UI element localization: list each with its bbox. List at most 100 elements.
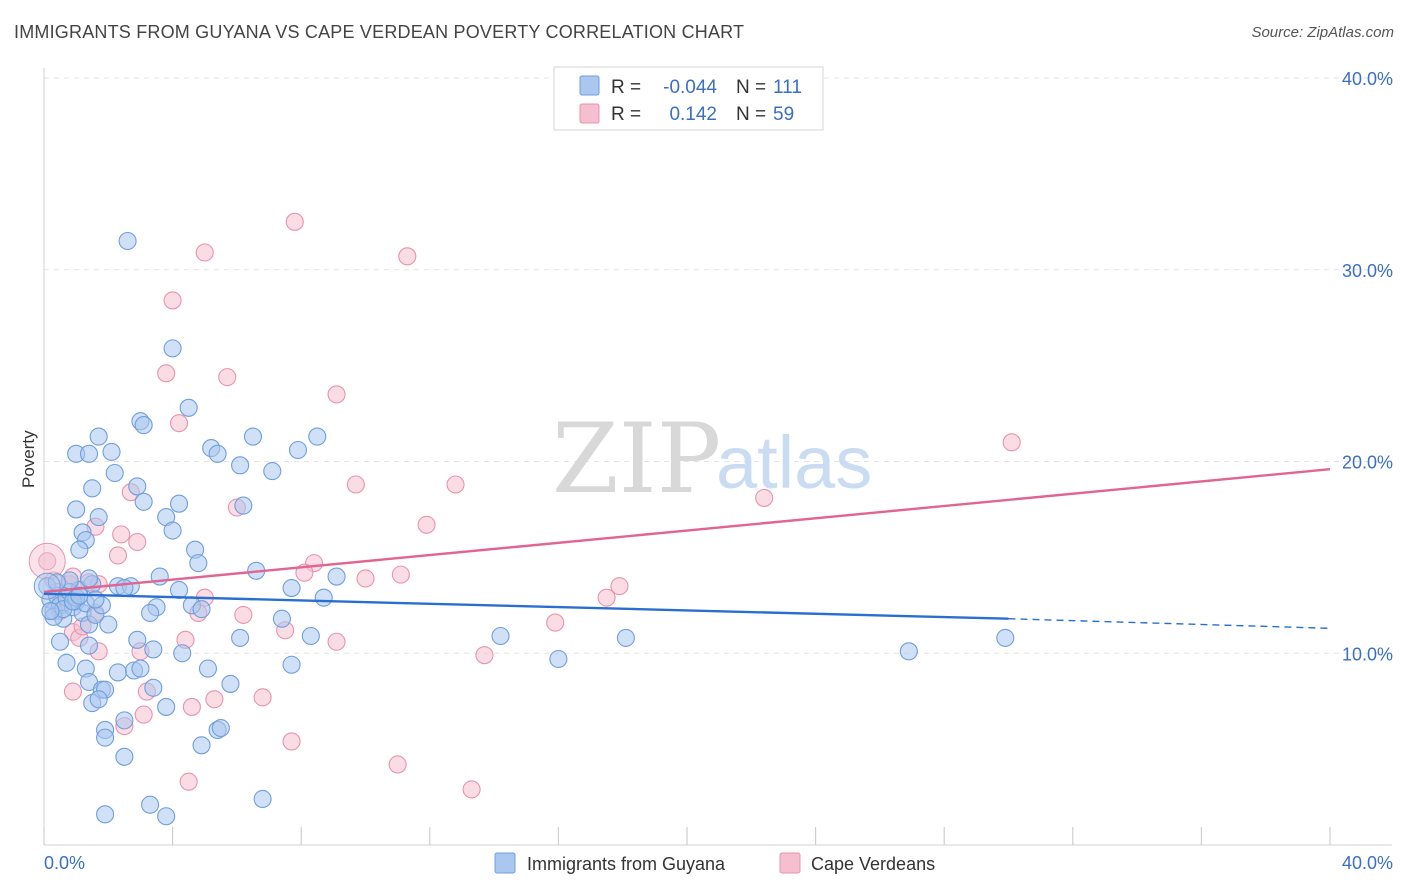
data-point — [63, 682, 82, 701]
x-tick-labels: 0.0% 40.0% — [44, 853, 1393, 873]
data-point — [398, 247, 417, 266]
data-point — [105, 463, 124, 483]
data-point — [597, 588, 616, 607]
legend-n-label: N = — [736, 104, 766, 125]
data-point — [899, 642, 918, 661]
data-point — [211, 718, 230, 738]
data-point — [144, 640, 163, 659]
data-point — [549, 649, 568, 669]
data-point — [108, 663, 127, 682]
data-point — [163, 291, 182, 310]
data-point — [243, 427, 263, 446]
legend-swatch-guyana — [579, 75, 600, 96]
x-tick-label: 0.0% — [44, 853, 85, 873]
data-point — [327, 567, 346, 586]
data-point — [169, 580, 189, 600]
data-point — [79, 569, 99, 588]
chart-title: IMMIGRANTS FROM GUYANA VS CAPE VERDEAN P… — [14, 22, 745, 42]
data-point — [208, 444, 227, 463]
bottom-legend-label-capeverde: Cape Verdeans — [811, 854, 935, 874]
data-point — [141, 603, 160, 623]
guyana-points — [33, 231, 1015, 826]
data-point — [134, 416, 153, 435]
data-point — [89, 508, 108, 527]
data-point — [391, 565, 410, 584]
trend-line-guyana — [43, 592, 1009, 620]
y-tick-label: 40.0% — [1342, 69, 1393, 89]
data-point — [263, 462, 282, 481]
data-point — [134, 705, 153, 724]
data-point — [192, 736, 211, 755]
data-point — [96, 805, 115, 824]
watermark-zip: ZIP — [552, 403, 721, 515]
data-point — [89, 690, 108, 709]
data-point — [128, 630, 147, 649]
data-point — [51, 632, 70, 651]
data-point — [173, 644, 192, 663]
data-point — [169, 494, 189, 513]
data-point — [218, 368, 237, 387]
data-point — [221, 674, 240, 693]
data-point — [205, 690, 224, 709]
y-tick-label: 20.0% — [1342, 453, 1393, 473]
data-point — [282, 579, 301, 598]
data-point — [189, 554, 208, 573]
data-point — [198, 659, 218, 678]
data-point — [134, 492, 153, 511]
data-point — [86, 590, 105, 609]
data-point — [388, 755, 407, 774]
data-point — [157, 697, 176, 716]
data-point — [89, 427, 108, 446]
data-point — [99, 615, 118, 634]
bottom-legend-swatch-capeverde — [779, 852, 801, 874]
grid-lines — [44, 77, 1392, 654]
data-point — [115, 711, 134, 730]
data-point — [41, 602, 60, 621]
data-point — [112, 525, 131, 544]
legend-swatch-capeverde — [579, 103, 600, 124]
bottom-legend: Immigrants from Guyana Cape Verdeans — [494, 852, 935, 874]
data-point — [192, 600, 211, 619]
bottom-legend-swatch-guyana — [494, 852, 516, 874]
legend-r-value: -0.044 — [663, 77, 717, 98]
data-point — [231, 628, 250, 647]
y-axis-label: Poverty — [19, 430, 38, 488]
data-point — [327, 385, 346, 404]
data-point — [70, 540, 89, 559]
data-point — [102, 442, 121, 461]
data-point — [79, 636, 99, 655]
data-point — [234, 605, 253, 624]
bottom-legend-label-guyana: Immigrants from Guyana — [527, 854, 726, 874]
data-point — [57, 653, 76, 672]
data-point — [79, 444, 99, 463]
data-point — [327, 632, 346, 651]
legend-r-value: 0.142 — [669, 104, 717, 125]
data-point — [755, 488, 774, 507]
data-point — [616, 628, 635, 647]
data-point — [115, 747, 134, 766]
data-point — [67, 500, 86, 519]
data-point — [475, 646, 494, 665]
data-point — [33, 572, 61, 600]
data-point — [234, 496, 253, 515]
data-point — [301, 626, 320, 646]
data-point — [141, 795, 160, 814]
data-point — [356, 569, 375, 588]
data-point — [195, 243, 214, 262]
data-point — [282, 655, 301, 674]
data-point — [83, 479, 102, 498]
data-point — [1002, 433, 1021, 452]
y-tick-labels: 10.0% 20.0% 30.0% 40.0% — [1342, 69, 1393, 664]
legend-r-label: R = — [611, 77, 641, 98]
data-point — [115, 579, 134, 598]
x-tick-label: 40.0% — [1342, 853, 1393, 873]
trend-line-guyana-extension — [1008, 618, 1331, 630]
source-label: Source: ZipAtlas.com — [1251, 24, 1394, 41]
y-tick-label: 30.0% — [1342, 261, 1393, 281]
data-point — [108, 546, 127, 565]
legend-n-value: 111 — [773, 77, 802, 98]
data-point — [163, 521, 182, 540]
data-point — [272, 609, 291, 628]
legend-n-label: N = — [736, 77, 766, 98]
axes — [43, 68, 1392, 846]
